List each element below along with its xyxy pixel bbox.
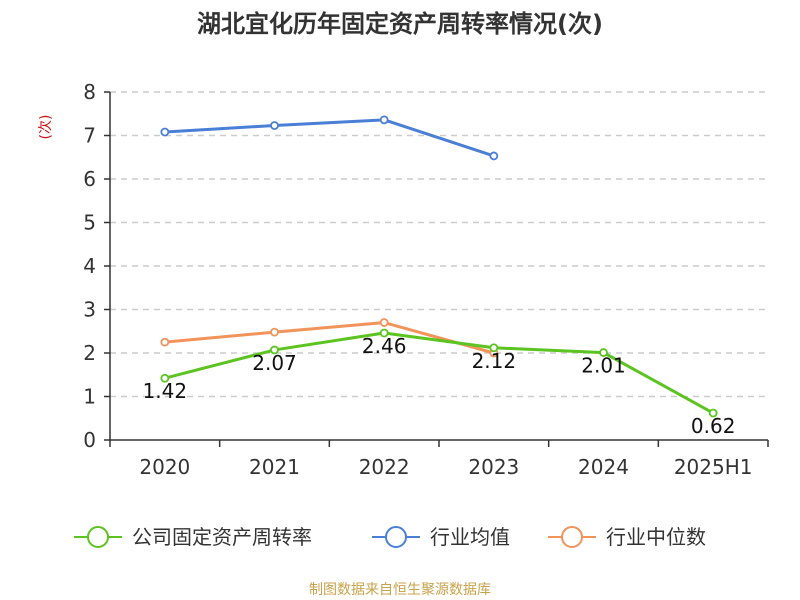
y-tick-label: 7	[83, 124, 96, 148]
data-point	[160, 337, 170, 347]
data-point	[160, 373, 170, 383]
series-line	[164, 321, 495, 355]
series-0	[160, 328, 718, 418]
data-point	[270, 121, 279, 130]
y-axis-label: (次)	[38, 115, 54, 140]
series-line	[164, 118, 495, 158]
data-label: 2.46	[362, 334, 407, 358]
y-tick-label: 4	[83, 254, 96, 278]
data-label: 2.07	[252, 351, 297, 375]
y-tick-label: 2	[83, 341, 96, 365]
x-tick-label: 2024	[578, 455, 629, 479]
series-2	[160, 318, 499, 358]
legend: 公司固定资产周转率 行业均值 行业中位数	[74, 525, 706, 549]
data-point	[489, 151, 499, 161]
legend-item: 公司固定资产周转率	[74, 525, 312, 549]
data-label: 0.62	[691, 414, 736, 438]
chart-title: 湖北宜化历年固定资产周转率情况(次)	[197, 10, 603, 38]
y-tick-label: 0	[83, 428, 96, 452]
source-note: 制图数据来自恒生聚源数据库	[309, 582, 491, 598]
legend-marker	[561, 526, 583, 548]
data-label-layer: 1.42 2.07 2.46 2.12 2.01 0.62	[143, 334, 736, 438]
y-tick-label: 5	[83, 211, 96, 235]
data-point	[599, 348, 608, 357]
data-point	[270, 327, 279, 337]
x-tick-label: 2025H1	[674, 455, 753, 479]
y-tick-label: 8	[83, 80, 96, 104]
x-tick-label: 2020	[139, 455, 190, 479]
legend-marker	[385, 526, 407, 548]
data-label: 2.12	[472, 349, 517, 373]
legend-marker	[87, 526, 109, 548]
y-tick-label: 3	[83, 298, 96, 322]
data-label: 1.42	[143, 379, 188, 403]
x-tick-label: 2022	[359, 455, 410, 479]
data-point	[160, 127, 170, 137]
legend-item: 行业均值	[372, 525, 510, 549]
data-point	[489, 343, 499, 353]
data-point	[708, 408, 718, 418]
data-point	[379, 318, 389, 327]
legend-label: 行业均值	[430, 525, 510, 549]
x-tick-label: 2023	[468, 455, 519, 479]
data-label: 2.01	[581, 354, 626, 378]
y-tick-label: 6	[83, 167, 96, 191]
series-layer	[160, 115, 718, 418]
axis-layer: 0 1 2 3 4 5 6 7 8 2020 2021 2022 2023 2024 2025H1	[83, 80, 769, 479]
series-line	[164, 331, 714, 415]
legend-item: 行业中位数	[548, 525, 706, 549]
legend-label: 公司固定资产周转率	[132, 525, 312, 549]
y-tick-label: 1	[83, 385, 96, 409]
series-1	[160, 115, 499, 161]
data-point	[270, 345, 279, 355]
data-point	[379, 328, 389, 338]
data-point	[379, 115, 389, 125]
x-tick-label: 2021	[249, 455, 300, 479]
legend-label: 行业中位数	[606, 525, 706, 549]
